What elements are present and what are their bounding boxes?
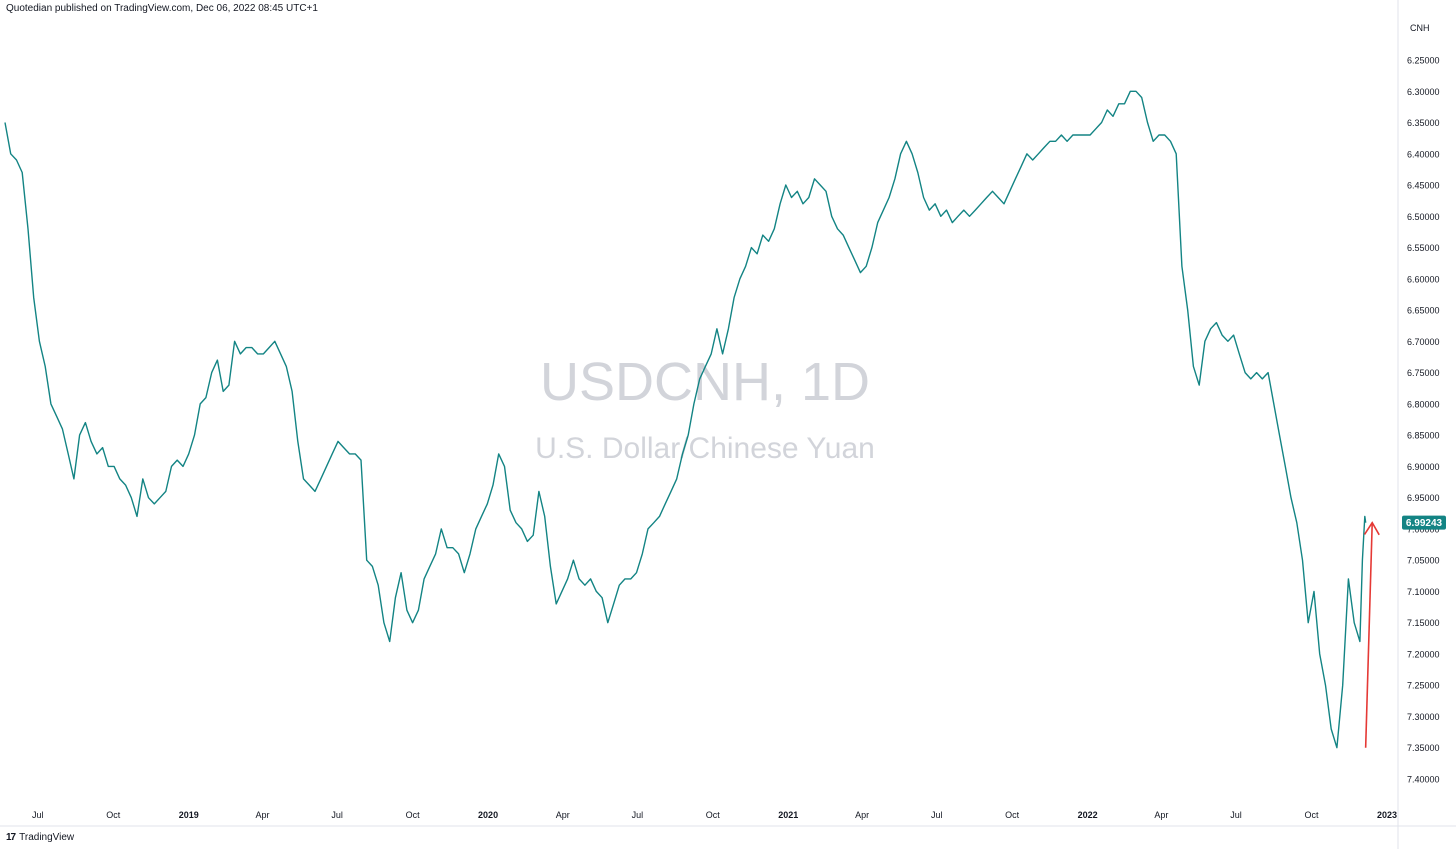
price-tick-label: 6.85000	[1407, 431, 1440, 441]
arrow-layer	[1363, 521, 1380, 748]
tradingview-brand[interactable]: 17 TradingView	[6, 830, 74, 844]
watermark: USDCNH, 1D U.S. Dollar/Chinese Yuan	[535, 352, 875, 465]
time-tick-label: 2020	[478, 810, 498, 820]
last-price-badge	[1402, 515, 1446, 530]
price-axis-unit: CNH	[1410, 23, 1430, 33]
time-tick-label: Oct	[106, 810, 121, 820]
time-tick-label: 2021	[778, 810, 798, 820]
price-tick-label: 6.55000	[1407, 243, 1440, 253]
price-axis[interactable]: 6.25000 6.30000 6.35000 6.40000 6.45000 6.500…	[1407, 56, 1440, 785]
price-tick-label: 6.40000	[1407, 149, 1440, 159]
series-layer	[4, 90, 1367, 749]
time-tick-label: Jul	[632, 810, 644, 820]
price-tick-label: 6.25000	[1407, 56, 1440, 66]
price-tick-label: 7.35000	[1407, 743, 1440, 753]
time-tick-label: 2022	[1078, 810, 1098, 820]
price-tick-label: 6.60000	[1407, 274, 1440, 284]
price-tick-label: 6.80000	[1407, 399, 1440, 409]
price-tick-label: 6.70000	[1407, 337, 1440, 347]
time-tick-label: 2023	[1377, 810, 1397, 820]
price-tick-label: 7.05000	[1407, 556, 1440, 566]
price-tick-label: 6.45000	[1407, 181, 1440, 191]
publish-info: Quotedian published on TradingView.com, …	[6, 3, 318, 14]
tradingview-logo-icon: 17	[6, 831, 16, 843]
trend-arrow-head-icon[interactable]	[1363, 521, 1380, 536]
time-tick-label: Apr	[1154, 810, 1168, 820]
price-tick-label: 7.10000	[1407, 587, 1440, 597]
price-tick-label: 7.20000	[1407, 649, 1440, 659]
time-tick-label: Apr	[556, 810, 570, 820]
watermark-symbol: USDCNH, 1D	[540, 352, 870, 412]
time-axis[interactable]: Jul Oct 2019 Apr Jul Oct 2020 Apr Jul Oct 2021 Apr J…	[32, 810, 1397, 820]
time-tick-label: Jul	[1230, 810, 1242, 820]
price-tick-label: 7.15000	[1407, 618, 1440, 628]
time-tick-label: 2019	[179, 810, 199, 820]
price-tick-label: 7.30000	[1407, 712, 1440, 722]
price-tick-label: 6.95000	[1407, 493, 1440, 503]
last-price-label: 6.99243	[1402, 515, 1446, 530]
time-tick-label: Oct	[406, 810, 421, 820]
trend-arrow-shaft[interactable]	[1364, 522, 1374, 748]
price-tick-label: 6.90000	[1407, 462, 1440, 472]
price-tick-label: 6.35000	[1407, 118, 1440, 128]
time-tick-label: Oct	[1005, 810, 1020, 820]
time-tick-label: Oct	[706, 810, 721, 820]
price-tick-label: 7.25000	[1407, 681, 1440, 691]
tradingview-brand-name: TradingView	[19, 831, 75, 843]
price-tick-label: 6.65000	[1407, 306, 1440, 316]
time-tick-label: Apr	[256, 810, 270, 820]
price-tick-label: 7.40000	[1407, 775, 1440, 785]
watermark-description: U.S. Dollar/Chinese Yuan	[535, 432, 875, 465]
time-tick-label: Jul	[331, 810, 343, 820]
price-tick-label: 6.50000	[1407, 212, 1440, 222]
time-tick-label: Jul	[32, 810, 44, 820]
last-price-text: 6.99243	[1406, 518, 1443, 529]
price-tick-label: 6.30000	[1407, 87, 1440, 97]
time-tick-label: Apr	[855, 810, 869, 820]
price-tick-label: 6.75000	[1407, 368, 1440, 378]
time-tick-label: Oct	[1305, 810, 1320, 820]
time-tick-label: Jul	[931, 810, 943, 820]
usdcnh-price-line	[4, 90, 1367, 749]
